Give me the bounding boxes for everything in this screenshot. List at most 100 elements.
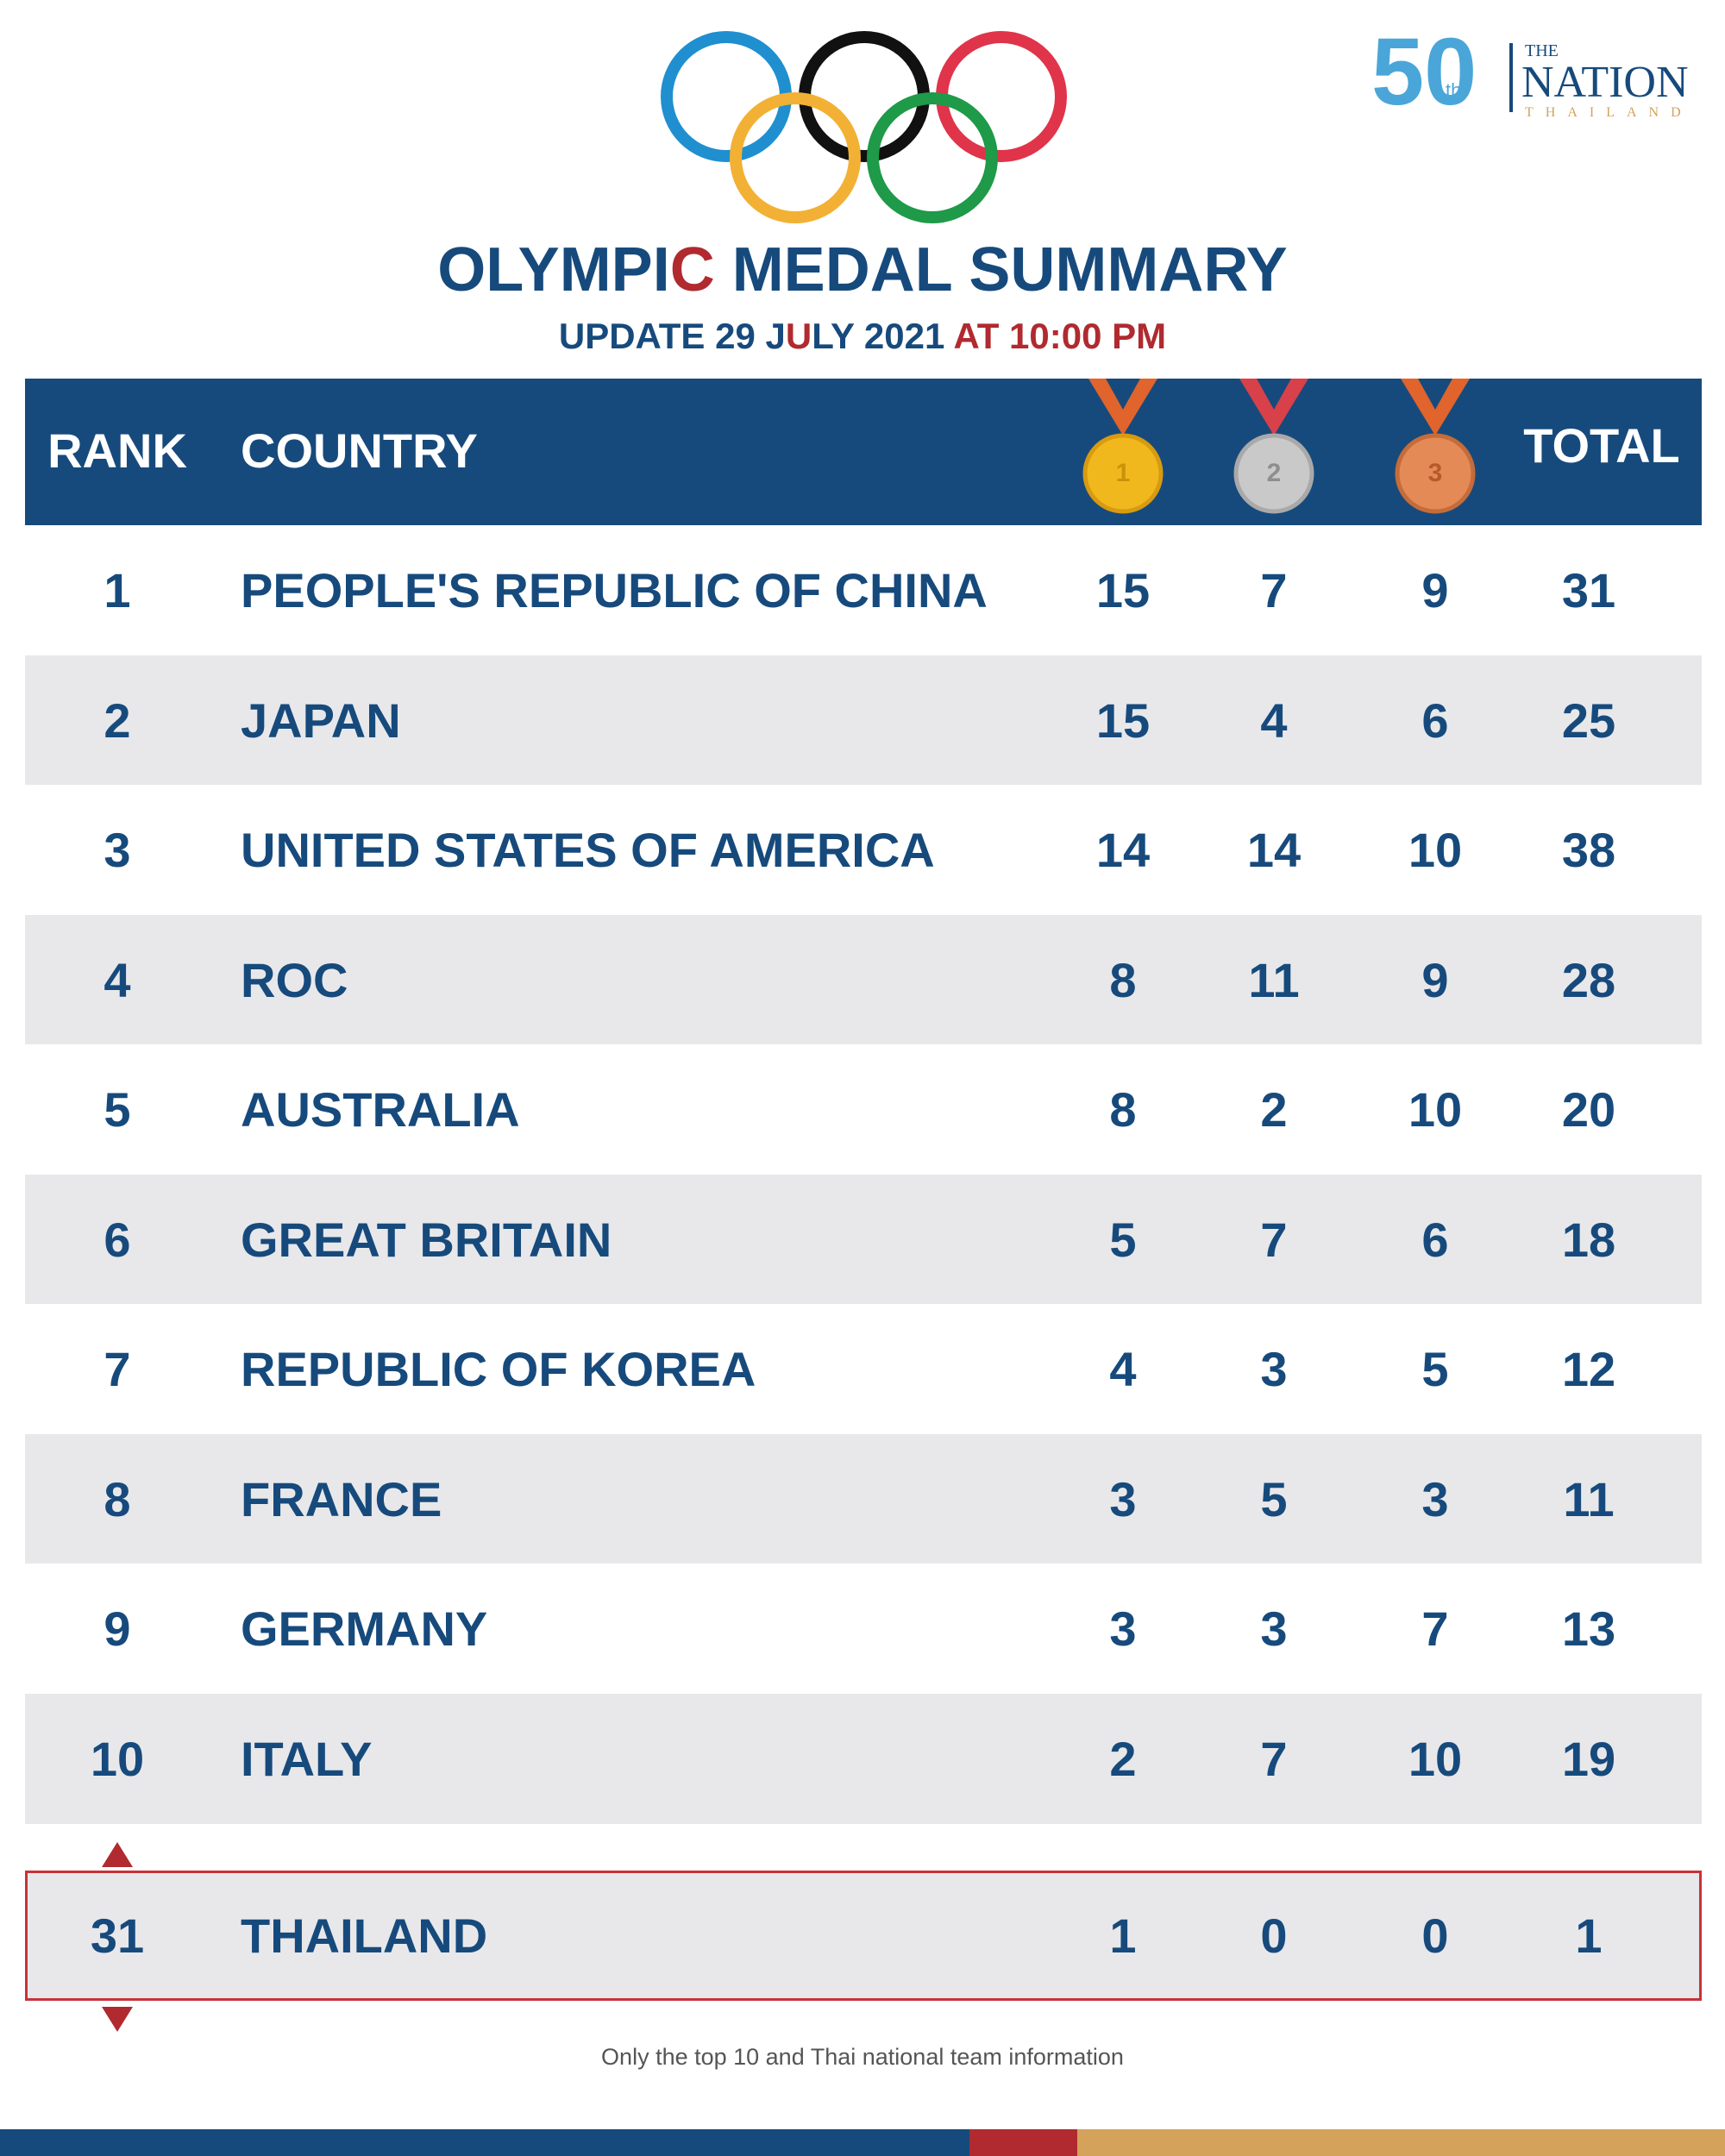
table-row: 7 REPUBLIC OF KOREA 4 3 5 12 [25, 1304, 1702, 1434]
country: GERMANY [241, 1601, 488, 1656]
silver: 3 [1260, 1342, 1288, 1396]
rank: 1 [104, 563, 131, 617]
gold: 15 [1095, 693, 1151, 748]
footnote: Only the top 10 and Thai national team i… [601, 2044, 1124, 2070]
subtitle: UPDATE 29 JULY 2021 AT 10:00 PM [558, 316, 1167, 356]
bronze: 10 [1408, 1731, 1463, 1786]
bronze: 9 [1421, 563, 1449, 617]
rank: 10 [90, 1731, 145, 1786]
up-arrow [102, 1842, 133, 1867]
gold: 15 [1095, 563, 1151, 617]
rank: 7 [104, 1342, 131, 1396]
medal-label: 3 [1427, 459, 1443, 487]
medal-icons [1082, 379, 1476, 514]
table-row: 5 AUSTRALIA 8 2 10 20 [25, 1044, 1702, 1175]
gold: 3 [1109, 1471, 1137, 1526]
country: ROC [241, 952, 348, 1007]
table-row: 4 ROC 8 11 9 28 [25, 914, 1702, 1045]
silver: 7 [1260, 563, 1288, 617]
rank: 6 [104, 1212, 131, 1267]
total: 28 [1561, 952, 1616, 1007]
rank: 31 [90, 1908, 145, 1963]
anniversary: 50 [1371, 19, 1477, 125]
total: 19 [1561, 1731, 1616, 1786]
gold: 2 [1109, 1731, 1137, 1786]
silver: 7 [1260, 1731, 1288, 1786]
total: 20 [1561, 1082, 1616, 1137]
country: GREAT BRITAIN [241, 1212, 612, 1267]
rank: 5 [104, 1082, 131, 1137]
table-row: 10 ITALY 2 7 10 19 [25, 1693, 1702, 1824]
country-header: COUNTRY [241, 423, 478, 478]
total: 13 [1561, 1601, 1616, 1656]
country: UNITED STATES OF AMERICA [241, 823, 935, 877]
rank-header: RANK [47, 423, 187, 478]
rank: 2 [104, 693, 131, 748]
silver: 2 [1260, 1082, 1288, 1137]
bronze: 10 [1408, 823, 1463, 877]
footer-bar-red [969, 2129, 1077, 2156]
country: THAILAND [241, 1908, 488, 1963]
bronze: 6 [1421, 1212, 1449, 1267]
bronze: 6 [1421, 693, 1449, 748]
footer-bar-gold [1077, 2129, 1725, 2156]
bronze: 7 [1421, 1601, 1449, 1656]
table-row: 31 THAILAND 1 0 0 1 [25, 1871, 1702, 2001]
logo-country: THAILAND [1525, 105, 1693, 120]
country: PEOPLE'S REPUBLIC OF CHINA [241, 563, 988, 617]
table-row: 9 GERMANY 3 3 7 13 [25, 1564, 1702, 1694]
rank: 9 [104, 1601, 131, 1656]
olympic-rings [661, 31, 1067, 223]
country: REPUBLIC OF KOREA [241, 1342, 756, 1396]
total: 1 [1575, 1908, 1603, 1963]
total: 31 [1561, 563, 1616, 617]
silver: 11 [1248, 952, 1300, 1007]
silver: 4 [1260, 693, 1288, 748]
silver: 0 [1260, 1908, 1288, 1963]
bronze: 5 [1421, 1342, 1449, 1396]
table-row: 3 UNITED STATES OF AMERICA 14 14 10 38 [25, 785, 1702, 915]
total: 18 [1561, 1212, 1616, 1267]
total: 11 [1563, 1471, 1615, 1526]
title: OLYMPIC MEDAL SUMMARY [437, 235, 1288, 304]
medal-label: 1 [1115, 459, 1131, 487]
gold: 1 [1109, 1908, 1137, 1963]
gold: 4 [1109, 1342, 1137, 1396]
anniversary-suffix: th [1446, 79, 1462, 101]
silver: 5 [1260, 1471, 1288, 1526]
bronze: 0 [1421, 1908, 1449, 1963]
silver: 14 [1246, 823, 1302, 877]
country: AUSTRALIA [241, 1082, 520, 1137]
total: 38 [1561, 823, 1616, 877]
gold: 5 [1109, 1212, 1137, 1267]
total: 25 [1561, 693, 1616, 748]
footer-bar-blue [0, 2129, 969, 2156]
rank: 3 [104, 823, 131, 877]
down-arrow [102, 2007, 133, 2032]
gold: 3 [1109, 1601, 1137, 1656]
silver: 3 [1260, 1601, 1288, 1656]
anniversary-logo: 50 th [1371, 19, 1501, 125]
table-row: 6 GREAT BRITAIN 5 7 6 18 [25, 1174, 1702, 1305]
gold: 14 [1095, 823, 1151, 877]
table-row: 2 JAPAN 15 4 6 25 [25, 655, 1702, 786]
logo-the: THE [1525, 41, 1559, 60]
table-row: 1 PEOPLE'S REPUBLIC OF CHINA 15 7 9 31 [25, 525, 1702, 655]
country: FRANCE [241, 1471, 442, 1526]
rank: 4 [104, 952, 131, 1007]
silver: 7 [1260, 1212, 1288, 1267]
bronze: 9 [1421, 952, 1449, 1007]
table-row: 8 FRANCE 3 5 3 11 [25, 1433, 1702, 1564]
bronze: 10 [1408, 1082, 1463, 1137]
logo-name: NATION [1521, 58, 1689, 107]
logo-divider [1509, 43, 1513, 112]
rank: 8 [104, 1471, 131, 1526]
country: ITALY [241, 1731, 373, 1786]
total: 12 [1561, 1342, 1616, 1396]
bronze: 3 [1421, 1471, 1449, 1526]
gold: 8 [1109, 1082, 1137, 1137]
country: JAPAN [241, 693, 401, 748]
medal-label: 2 [1266, 459, 1282, 487]
